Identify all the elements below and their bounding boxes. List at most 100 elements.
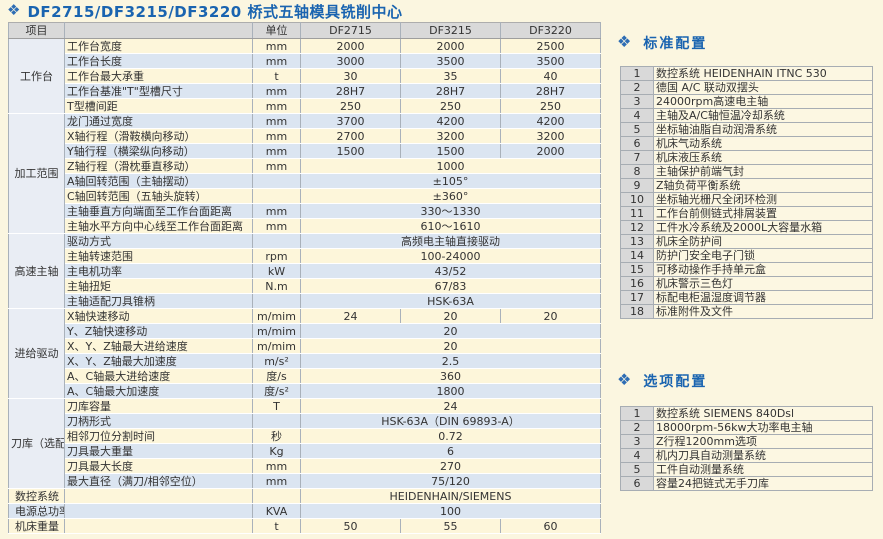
param-cell: X、Y、Z轴最大加速度 <box>64 353 253 369</box>
item-text: 坐标轴光栅尺全闭环检测 <box>653 192 873 207</box>
table-row: 工作台长度 mm 3000 3500 3500 <box>8 53 601 69</box>
value-cell: 270 <box>300 458 601 474</box>
diamond-icon: ❖ <box>617 32 632 51</box>
item-number: 5 <box>620 122 654 137</box>
unit-cell <box>252 173 301 189</box>
list-item: 17 标配电柜温湿度调节器 <box>620 290 873 305</box>
table-row: 刀具最大重量 Kg 6 <box>8 443 601 459</box>
item-text: 24000rpm高速电主轴 <box>653 94 873 109</box>
value-cell: 2000 <box>300 38 401 54</box>
item-number: 10 <box>620 192 654 207</box>
optional-config-title: 选项配置 <box>643 374 708 390</box>
item-text: 机内刀具自动测量系统 <box>653 448 873 463</box>
item-text: 工作台前侧链式排屑装置 <box>653 206 873 221</box>
header-unit: 单位 <box>252 22 301 39</box>
unit-cell: KVA <box>252 503 301 519</box>
value-cell: 2.5 <box>300 353 601 369</box>
list-item: 11 工作台前侧链式排屑装置 <box>620 206 873 221</box>
unit-cell <box>252 488 301 504</box>
item-number: 12 <box>620 220 654 235</box>
unit-cell: t <box>252 68 301 84</box>
value-cell: 250 <box>300 98 401 114</box>
spec-table: 项目 单位 DF2715 DF3215 DF3220 工作台 工作台宽度 mm 200… <box>8 22 601 534</box>
item-number: 6 <box>620 136 654 151</box>
standard-config-list: 1 数控系统 HEIDENHAIN ITNC 530 2 德国 A/C 联动双摆头 3 2… <box>620 66 873 319</box>
list-item: 3 Z行程1200mm选项 <box>620 434 873 449</box>
value-cell: 250 <box>500 98 601 114</box>
list-item: 15 可移动操作手持单元盒 <box>620 262 873 277</box>
param-cell: 相邻刀位分割时间 <box>64 428 253 444</box>
param-cell: A轴回转范围（主轴摆动） <box>64 173 253 189</box>
list-item: 10 坐标轴光栅尺全闭环检测 <box>620 192 873 207</box>
unit-cell: T <box>252 398 301 414</box>
value-cell: 4200 <box>500 113 601 129</box>
item-number: 4 <box>620 448 654 463</box>
unit-cell <box>252 413 301 429</box>
value-cell: 0.72 <box>300 428 601 444</box>
standard-config-heading: ❖ 标准配置 <box>617 33 707 53</box>
item-number: 3 <box>620 434 654 449</box>
unit-cell: kW <box>252 263 301 279</box>
param-cell: 工作台长度 <box>64 53 253 69</box>
table-row: 主轴水平方向中心线至工作台面距离 mm 610～1610 <box>8 218 601 234</box>
item-number: 13 <box>620 234 654 249</box>
list-item: 4 机内刀具自动测量系统 <box>620 448 873 463</box>
value-cell: 1000 <box>300 158 601 174</box>
list-item: 8 主轴保护前端气封 <box>620 164 873 179</box>
value-cell: 2500 <box>500 38 601 54</box>
unit-cell: m/mim <box>252 308 301 324</box>
unit-cell: rpm <box>252 248 301 264</box>
item-number: 1 <box>620 406 654 421</box>
item-number: 11 <box>620 206 654 221</box>
item-number: 14 <box>620 248 654 263</box>
table-row: X轴行程（滑鞍横向移动） mm 2700 3200 3200 <box>8 128 601 144</box>
unit-cell: mm <box>252 113 301 129</box>
optional-config-heading: ❖ 选项配置 <box>617 371 707 391</box>
unit-cell: mm <box>252 53 301 69</box>
value-cell: 3200 <box>400 128 501 144</box>
item-number: 15 <box>620 262 654 277</box>
value-cell: 4200 <box>400 113 501 129</box>
table-row: A、C轴最大进给速度 度/s 360 <box>8 368 601 384</box>
param-cell: 刀库容量 <box>64 398 253 414</box>
page-title: DF2715/DF3215/DF3220 桥式五轴模具铣削中心 <box>27 2 403 21</box>
item-number: 5 <box>620 462 654 477</box>
item-number: 2 <box>620 80 654 95</box>
param-cell: 最大直径（满刀/相邻空位） <box>64 473 253 489</box>
item-text: 标配电柜温湿度调节器 <box>653 290 873 305</box>
value-cell: 43/52 <box>300 263 601 279</box>
unit-cell <box>252 293 301 309</box>
table-row: A轴回转范围（主轴摆动） ±105° <box>8 173 601 189</box>
value-cell: 20 <box>300 323 601 339</box>
unit-cell: Kg <box>252 443 301 459</box>
value-cell: 75/120 <box>300 473 601 489</box>
item-text: Z轴负荷平衡系统 <box>653 178 873 193</box>
value-cell: 40 <box>500 68 601 84</box>
unit-cell: N.m <box>252 278 301 294</box>
value-cell: 3500 <box>500 53 601 69</box>
list-item: 5 工件自动测量系统 <box>620 462 873 477</box>
value-cell: 20 <box>500 308 601 324</box>
param-cell: A、C轴最大加速度 <box>64 383 253 399</box>
param-cell <box>64 488 253 504</box>
item-text: 德国 A/C 联动双摆头 <box>653 80 873 95</box>
param-cell: 刀具最大长度 <box>64 458 253 474</box>
table-row: T型槽间距 mm 250 250 250 <box>8 98 601 114</box>
value-cell: 3000 <box>300 53 401 69</box>
table-row: A、C轴最大加速度 度/s² 1800 <box>8 383 601 399</box>
list-item: 18 标准附件及文件 <box>620 304 873 319</box>
value-cell: HEIDENHAIN/SIEMENS <box>300 488 601 504</box>
header-item: 项目 <box>8 22 65 39</box>
param-cell: 主轴水平方向中心线至工作台面距离 <box>64 218 253 234</box>
unit-cell: mm <box>252 473 301 489</box>
param-cell: T型槽间距 <box>64 98 253 114</box>
value-cell: 20 <box>400 308 501 324</box>
item-text: 防护门安全电子门锁 <box>653 248 873 263</box>
table-row: 主轴垂直方向端面至工作台面距离 mm 330～1330 <box>8 203 601 219</box>
group-cell: 进给驱动 <box>8 308 65 399</box>
value-cell: 20 <box>300 338 601 354</box>
item-text: 18000rpm-56kw大功率电主轴 <box>653 420 873 435</box>
group-cell: 数控系统 <box>8 488 65 504</box>
unit-cell: 秒 <box>252 428 301 444</box>
